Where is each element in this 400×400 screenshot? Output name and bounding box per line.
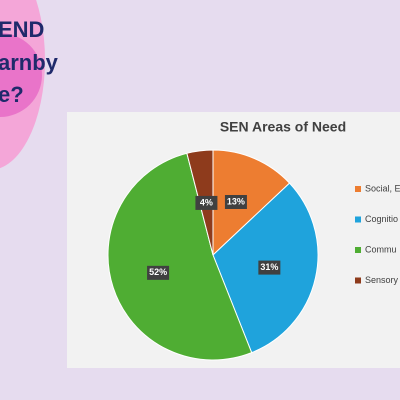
legend-label: Sensory (365, 275, 399, 285)
legend-label: Social, E (365, 183, 400, 193)
legend-swatch (355, 186, 361, 192)
slide-title: arnby (0, 50, 59, 75)
legend-swatch (355, 277, 361, 284)
chart-title: SEN Areas of Need (220, 119, 346, 135)
pie-slice (107, 152, 253, 361)
slide-title: e? (0, 82, 24, 107)
data-label-box (224, 194, 247, 209)
decor-circle (0, 33, 42, 117)
data-label: 4% (200, 197, 213, 207)
data-label-box (195, 195, 218, 210)
data-label-box (147, 265, 170, 280)
legend-label: Cognitio (365, 214, 398, 224)
legend-swatch (355, 216, 361, 223)
data-label: 31% (260, 262, 278, 272)
data-label-box (258, 260, 281, 275)
slide-title: END (0, 17, 44, 42)
legend-label: Commu (365, 244, 397, 254)
data-label: 52% (149, 267, 167, 277)
data-label: 13% (227, 196, 245, 206)
pie-slice (212, 149, 291, 257)
legend-swatch (355, 247, 361, 253)
